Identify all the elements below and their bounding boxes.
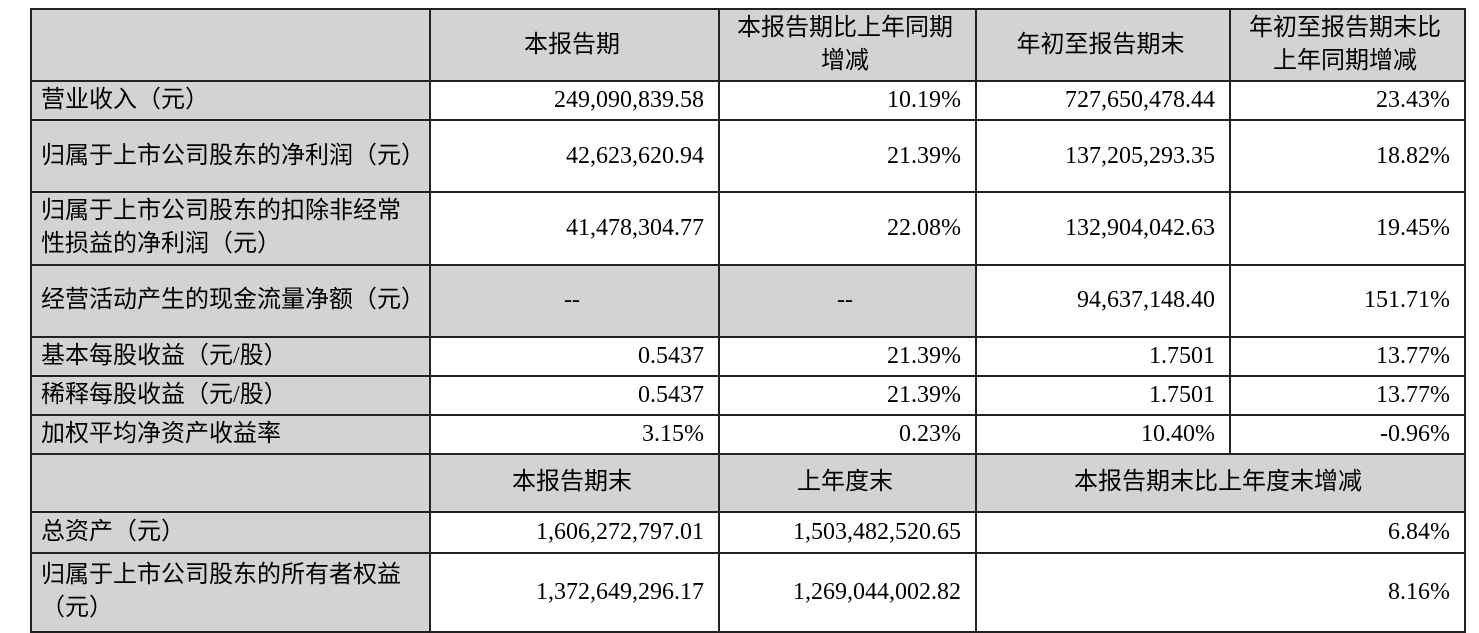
table-row-diluted-eps: 稀释每股收益（元/股） 0.5437 21.39% 1.7501 13.77% bbox=[30, 374, 1466, 416]
cell-current: 3.15% bbox=[429, 413, 720, 455]
header-empty-cell bbox=[30, 452, 431, 513]
row-label: 基本每股收益（元/股） bbox=[30, 335, 431, 377]
cell-change: 8.16% bbox=[975, 551, 1466, 633]
header-ytd-yoy: 年初至报告期末比上年同期增减 bbox=[1229, 7, 1466, 83]
header-current-period: 本报告期 bbox=[429, 7, 720, 83]
cell-ytd-yoy: 13.77% bbox=[1229, 374, 1466, 416]
cell-period-end: 1,606,272,797.01 bbox=[429, 510, 720, 554]
cell-yoy-dash: -- bbox=[718, 263, 977, 338]
row-label: 归属于上市公司股东的扣除非经常性损益的净利润（元） bbox=[30, 191, 431, 266]
cell-ytd-yoy: 19.45% bbox=[1229, 191, 1466, 266]
cell-ytd: 137,205,293.35 bbox=[975, 119, 1231, 194]
cell-prev-year-end: 1,269,044,002.82 bbox=[718, 551, 977, 633]
financial-summary-table: 本报告期 本报告期比上年同期增减 年初至报告期末 年初至报告期末比上年同期增减 … bbox=[30, 7, 1466, 633]
cell-ytd: 94,637,148.40 bbox=[975, 263, 1231, 338]
cell-ytd-yoy: 18.82% bbox=[1229, 119, 1466, 194]
cell-yoy: 0.23% bbox=[718, 413, 977, 455]
cell-current: 41,478,304.77 bbox=[429, 191, 720, 266]
header-row-period: 本报告期 本报告期比上年同期增减 年初至报告期末 年初至报告期末比上年同期增减 bbox=[30, 7, 1466, 83]
cell-current: 249,090,839.58 bbox=[429, 80, 720, 122]
header-ytd: 年初至报告期末 bbox=[975, 7, 1231, 83]
cell-yoy: 22.08% bbox=[718, 191, 977, 266]
cell-ytd: 1.7501 bbox=[975, 374, 1231, 416]
header-period-end: 本报告期末 bbox=[429, 452, 720, 513]
row-label: 总资产（元） bbox=[30, 510, 431, 554]
cell-ytd: 1.7501 bbox=[975, 335, 1231, 377]
cell-ytd-yoy: 23.43% bbox=[1229, 80, 1466, 122]
cell-current: 0.5437 bbox=[429, 335, 720, 377]
table-row-operating-cash-flow: 经营活动产生的现金流量净额（元） -- -- 94,637,148.40 151… bbox=[30, 263, 1466, 338]
row-label: 加权平均净资产收益率 bbox=[30, 413, 431, 455]
cell-current: 0.5437 bbox=[429, 374, 720, 416]
cell-change: 6.84% bbox=[975, 510, 1466, 554]
row-label: 经营活动产生的现金流量净额（元） bbox=[30, 263, 431, 338]
row-label: 归属于上市公司股东的净利润（元） bbox=[30, 119, 431, 194]
table-row-basic-eps: 基本每股收益（元/股） 0.5437 21.39% 1.7501 13.77% bbox=[30, 335, 1466, 377]
cell-prev-year-end: 1,503,482,520.65 bbox=[718, 510, 977, 554]
header-period-end-change: 本报告期末比上年度末增减 bbox=[975, 452, 1466, 513]
row-label: 稀释每股收益（元/股） bbox=[30, 374, 431, 416]
table-row-total-assets: 总资产（元） 1,606,272,797.01 1,503,482,520.65… bbox=[30, 510, 1466, 554]
header-row-period-end: 本报告期末 上年度末 本报告期末比上年度末增减 bbox=[30, 452, 1466, 513]
header-prev-year-end: 上年度末 bbox=[718, 452, 977, 513]
cell-ytd-yoy: 151.71% bbox=[1229, 263, 1466, 338]
cell-current-dash: -- bbox=[429, 263, 720, 338]
cell-ytd: 727,650,478.44 bbox=[975, 80, 1231, 122]
cell-yoy: 21.39% bbox=[718, 119, 977, 194]
cell-ytd: 132,904,042.63 bbox=[975, 191, 1231, 266]
header-current-period-yoy: 本报告期比上年同期增减 bbox=[718, 7, 977, 83]
cell-yoy: 10.19% bbox=[718, 80, 977, 122]
table-row-revenue: 营业收入（元） 249,090,839.58 10.19% 727,650,47… bbox=[30, 80, 1466, 122]
cell-yoy: 21.39% bbox=[718, 374, 977, 416]
row-label: 营业收入（元） bbox=[30, 80, 431, 122]
table-row-net-profit: 归属于上市公司股东的净利润（元） 42,623,620.94 21.39% 13… bbox=[30, 119, 1466, 194]
cell-period-end: 1,372,649,296.17 bbox=[429, 551, 720, 633]
table-row-owners-equity: 归属于上市公司股东的所有者权益（元） 1,372,649,296.17 1,26… bbox=[30, 551, 1466, 633]
header-empty-cell bbox=[30, 7, 431, 83]
cell-ytd: 10.40% bbox=[975, 413, 1231, 455]
row-label: 归属于上市公司股东的所有者权益（元） bbox=[30, 551, 431, 633]
cell-ytd-yoy: 13.77% bbox=[1229, 335, 1466, 377]
table-row-net-profit-excl-nonrecurring: 归属于上市公司股东的扣除非经常性损益的净利润（元） 41,478,304.77 … bbox=[30, 191, 1466, 266]
cell-yoy: 21.39% bbox=[718, 335, 977, 377]
table-row-weighted-avg-roe: 加权平均净资产收益率 3.15% 0.23% 10.40% -0.96% bbox=[30, 413, 1466, 455]
cell-current: 42,623,620.94 bbox=[429, 119, 720, 194]
cell-ytd-yoy: -0.96% bbox=[1229, 413, 1466, 455]
